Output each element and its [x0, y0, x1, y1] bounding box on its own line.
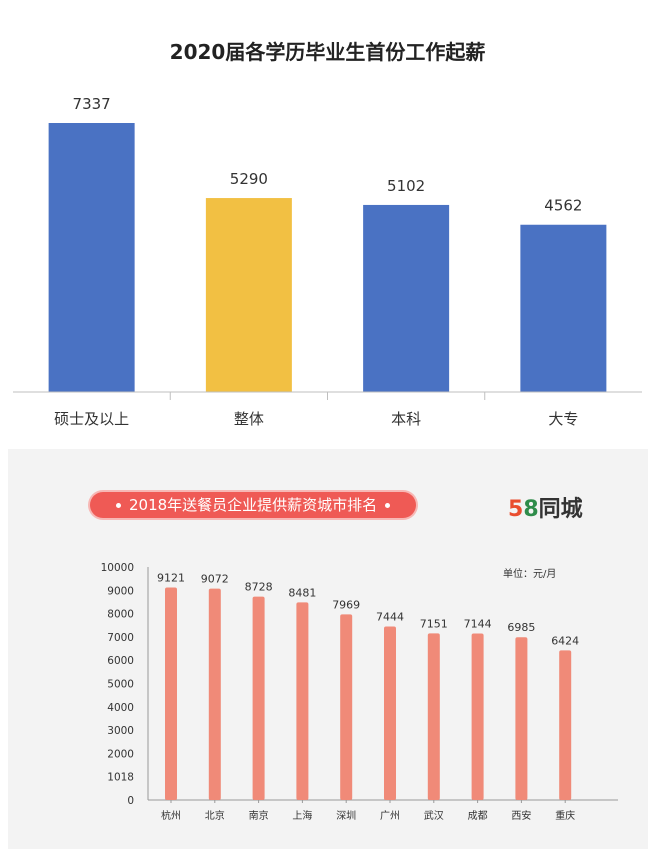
bar-4	[340, 614, 353, 800]
data-label-4: 7969	[332, 598, 360, 611]
data-label-5: 7444	[376, 611, 404, 624]
city-label-9: 重庆	[555, 809, 575, 822]
data-label-2: 5102	[387, 177, 425, 195]
bar-2	[363, 204, 450, 392]
bar-7	[471, 633, 484, 800]
city-label-7: 成都	[468, 810, 488, 822]
brand-five: 5	[508, 497, 524, 522]
brand-logo: 58同城	[508, 491, 583, 523]
bar-0	[165, 587, 177, 800]
y-tick-label-9: 9000	[107, 585, 134, 597]
data-label-0: 9121	[157, 571, 185, 584]
bar-1	[205, 198, 292, 392]
bar-9	[559, 650, 572, 800]
bar-2	[252, 596, 265, 800]
y-tick-label-3: 3000	[107, 725, 134, 737]
education-salary-chart: 2020届各学历毕业生首份工作起薪 7337 硕士及以上 5290 整体 5102 本科 4…	[13, 40, 642, 428]
bar-6	[427, 633, 440, 800]
brand-eight: 8	[523, 497, 539, 522]
y-tick-label-0: 0	[127, 795, 134, 807]
city-label-2: 南京	[249, 809, 269, 822]
category-label-1: 整体	[234, 410, 264, 428]
y-tick-label-1: 1018	[107, 772, 134, 784]
data-label-0: 7337	[73, 95, 111, 113]
data-label-6: 7151	[420, 617, 448, 630]
data-label-2: 8728	[245, 581, 273, 594]
chart1-plot: 7337 硕士及以上 5290 整体 5102 本科 4562 大专	[13, 95, 642, 428]
data-label-3: 8481	[288, 586, 316, 599]
data-label-8: 6985	[507, 621, 535, 634]
chart2-title: 2018年送餐员企业提供薪资城市排名	[129, 496, 378, 514]
city-label-1: 北京	[205, 809, 225, 822]
y-tick-label-6: 6000	[107, 655, 134, 667]
data-label-7: 7144	[464, 618, 492, 631]
y-tick-label-10: 10000	[101, 562, 134, 574]
chart2-title-pill: 2018年送餐员企业提供薪资城市排名	[90, 492, 417, 518]
data-label-1: 9072	[201, 573, 229, 586]
bar-3	[520, 224, 607, 392]
bar-1	[208, 588, 221, 800]
chart1-title: 2020届各学历毕业生首份工作起薪	[169, 40, 486, 64]
chart2-plot: 0 1018 2000 3000 4000 5000 6000 7000 8000 9000 100…	[101, 562, 618, 822]
city-label-3: 上海	[292, 809, 312, 822]
bar-3	[296, 602, 309, 800]
city-label-4: 深圳	[336, 810, 356, 822]
data-label-1: 5290	[230, 170, 268, 188]
category-label-2: 本科	[391, 410, 421, 428]
y-tick-label-4: 4000	[107, 702, 134, 714]
y-tick-label-2: 2000	[107, 748, 134, 760]
y-tick-label-8: 8000	[107, 609, 134, 621]
data-label-9: 6424	[551, 634, 579, 647]
category-label-3: 大专	[548, 410, 578, 428]
category-label-0: 硕士及以上	[54, 410, 129, 428]
dot-left	[116, 503, 121, 508]
y-tick-label-7: 7000	[107, 632, 134, 644]
city-label-6: 武汉	[424, 809, 444, 822]
dot-right	[385, 503, 391, 508]
y-tick-label-5: 5000	[107, 679, 134, 691]
city-label-8: 西安	[511, 809, 531, 822]
city-label-5: 广州	[380, 810, 400, 822]
chart2-unit-label: 单位：元/月	[503, 569, 557, 580]
bar-8	[515, 637, 528, 800]
courier-salary-panel: 2018年送餐员企业提供薪资城市排名 58同城 单位：元/月 0 1018 2000…	[8, 449, 648, 849]
city-label-0: 杭州	[161, 809, 181, 822]
bar-5	[384, 626, 396, 800]
data-label-3: 4562	[544, 197, 582, 215]
bar-0	[48, 123, 135, 392]
brand-name: 同城	[538, 497, 583, 522]
